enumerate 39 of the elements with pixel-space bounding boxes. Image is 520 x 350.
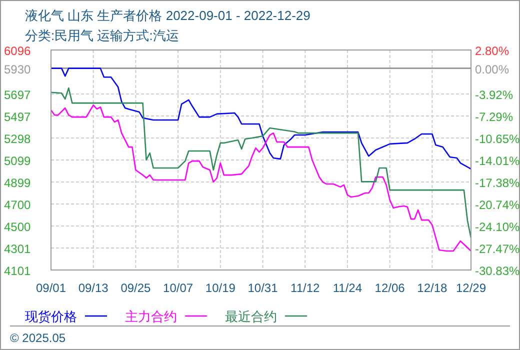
x-tick-label: 10/31: [248, 281, 278, 295]
x-tick-label: 12/29: [456, 281, 486, 295]
x-tick-label: 09/01: [36, 281, 66, 295]
y2-tick-label: -30.83%: [475, 264, 520, 278]
y2-tick-label: -27.47%: [475, 242, 520, 256]
y-tick-label: 4101: [4, 264, 32, 278]
legend-label: 最近合约: [225, 309, 277, 324]
y2-tick-label: -10.65%: [475, 132, 520, 146]
y-tick-label: 4301: [4, 242, 32, 256]
x-tick-label: 12/06: [374, 281, 406, 295]
x-tick-label: 11/24: [332, 281, 362, 295]
legend-label: 现货价格: [25, 309, 77, 324]
y2-tick-label: -24.10%: [475, 220, 520, 234]
y-tick-label: 4500: [4, 220, 32, 234]
y-tick-label: 4899: [4, 176, 32, 190]
x-tick-label: 09/13: [78, 281, 109, 295]
y-tick-label: 5497: [4, 110, 32, 124]
y-tick-label: 5099: [4, 154, 32, 168]
x-tick-label: 10/19: [205, 281, 236, 295]
title: 液化气 山东 生产者价格 2022-09-01 - 2022-12-29: [25, 8, 310, 23]
x-tick-label: 11/12: [290, 281, 320, 295]
y-tick-label: 5930: [4, 62, 32, 76]
y-tick-label: 6096: [4, 44, 32, 58]
y2-tick-label: 0.00%: [475, 62, 510, 76]
y-tick-label: 5697: [4, 88, 32, 102]
y2-tick-label: -7.29%: [475, 110, 514, 124]
y2-tick-label: -3.92%: [475, 88, 514, 102]
text: © 2025.05: [10, 331, 66, 345]
y-tick-label: 4700: [4, 198, 32, 212]
y2-tick-label: -14.01%: [475, 154, 520, 168]
legend-label: 主力合约: [125, 309, 177, 324]
x-tick-label: 12/18: [417, 281, 448, 295]
y2-tick-label: -17.38%: [475, 176, 520, 190]
y2-tick-label: -20.74%: [475, 198, 520, 212]
y-tick-label: 5298: [4, 132, 32, 146]
y2-tick-label: 2.80%: [475, 44, 510, 58]
subtitle: 分类:民用气 运输方式:汽运: [25, 28, 179, 43]
x-tick-label: 10/07: [163, 281, 194, 295]
x-tick-label: 09/25: [120, 281, 152, 295]
